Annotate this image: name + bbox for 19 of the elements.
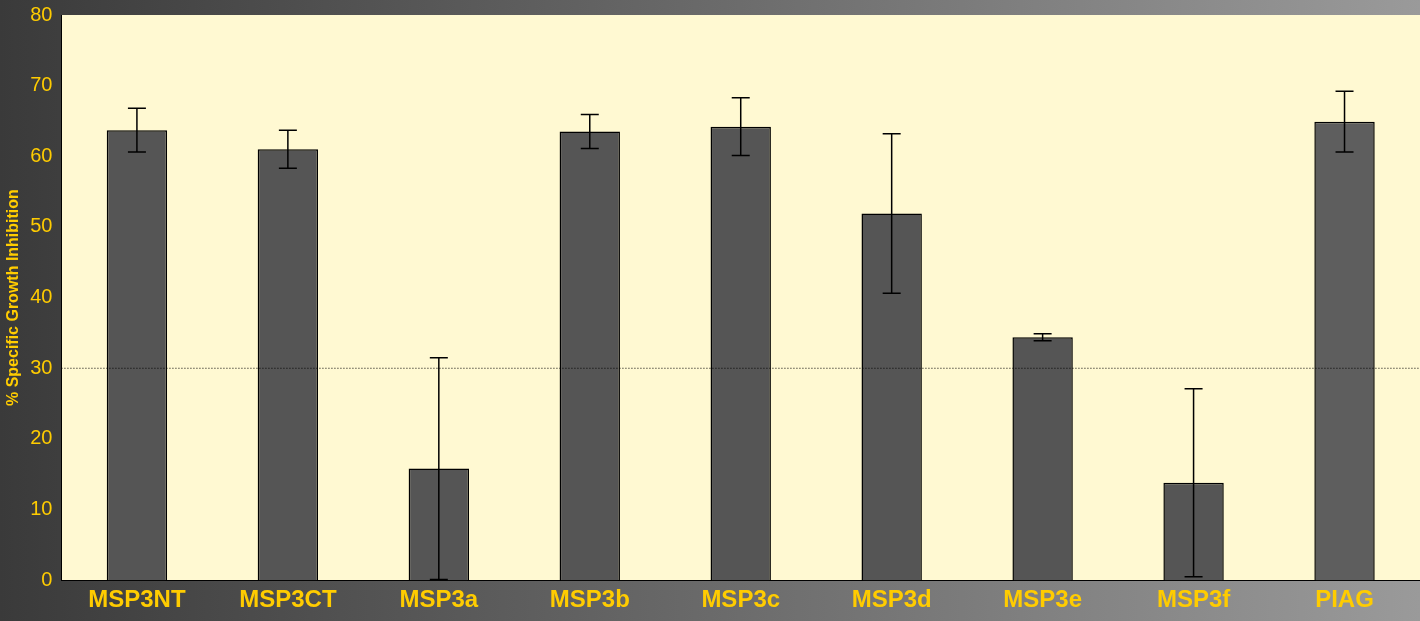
x-tick-label: MSP3d	[851, 585, 932, 613]
x-tick-label: MSP3a	[399, 585, 479, 613]
y-tick-label: 80	[30, 2, 53, 25]
x-tick-label: MSP3c	[701, 585, 781, 613]
y-tick-label: 40	[30, 285, 53, 308]
y-tick-label: 50	[30, 214, 53, 237]
y-tick-label: 0	[41, 567, 53, 590]
y-tick-label: 10	[30, 497, 53, 520]
x-tick-label: MSP3e	[1003, 585, 1082, 613]
y-tick-label: 70	[30, 73, 53, 96]
x-tick-label: MSP3b	[549, 585, 630, 613]
x-tick-label: MSP3f	[1156, 585, 1232, 613]
x-tick-label: MSP3NT	[88, 585, 186, 613]
x-tick-label: PIAG	[1315, 585, 1374, 613]
y-tick-label: 30	[30, 355, 53, 378]
y-axis-title: % Specific Growth Inhibition	[4, 189, 22, 407]
y-tick-label: 60	[30, 143, 53, 166]
x-tick-label: MSP3CT	[239, 585, 337, 613]
y-tick-label: 20	[30, 426, 53, 449]
